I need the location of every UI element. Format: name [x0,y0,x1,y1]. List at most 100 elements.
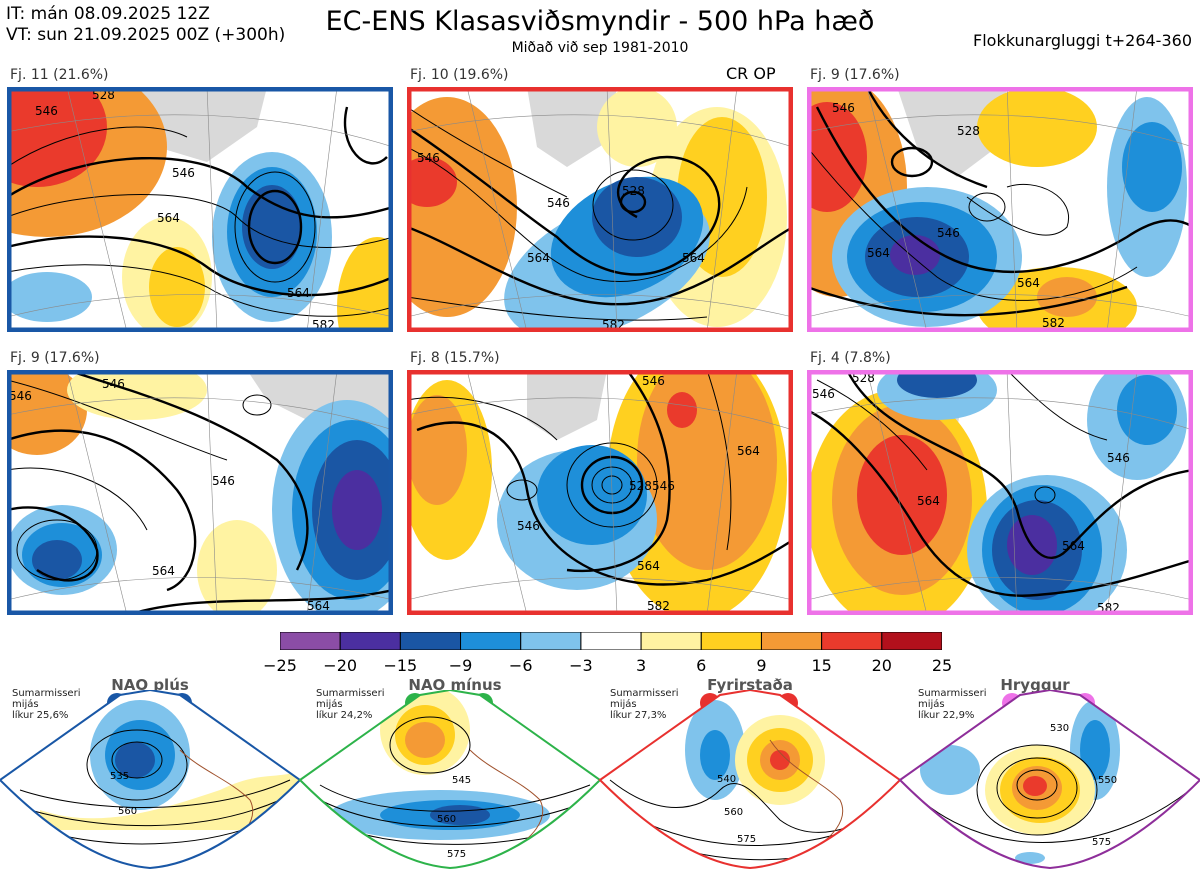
regime-frame [0,690,302,870]
contour-label: 560 [118,806,137,817]
contour-label: 546 [1107,451,1130,465]
cluster-label-5: Fj. 8 (15.7%) [410,350,500,366]
contour-label: 546 [417,151,440,165]
regime-prob-label: mijás [316,699,343,710]
contour-label: 546 [9,389,32,403]
regime-meta-4: Sumarmisseri mijás líkur 22,9% [918,688,986,721]
contour-label: 535 [110,771,129,782]
contour-label: 564 [152,564,175,578]
cluster-frame [407,87,793,332]
contour-label: 528 [957,124,980,138]
contour-label: 546 [517,519,540,533]
contour-label: 546 [937,226,960,240]
contour-label: 546 [547,196,570,210]
cluster-panel-4: 546 546 546 564 564 [7,370,393,615]
cluster-map-1: 546 528 546 564 564 582 [7,87,393,332]
colorbar-tick-label: −25 [263,656,297,675]
colorbar-tick-label: −20 [323,656,358,675]
contour-label: 582 [647,599,670,613]
initial-time: IT: mán 08.09.2025 12Z [6,4,210,24]
cluster-label-6: Fj. 4 (7.8%) [810,350,891,366]
cluster-label-1: Fj. 11 (21.6%) [10,67,109,83]
contour-label: 540 [717,774,736,785]
colorbar-swatch [399,631,462,651]
colorbar-tick-label: 25 [931,656,953,675]
contour-label: 564 [1062,539,1085,553]
colorbar-swatch [881,631,943,651]
cluster-label-2: Fj. 10 (19.6%) [410,67,509,83]
colorbar-swatch [700,631,762,651]
regime-likelihood: líkur 22,9% [918,710,975,721]
contour-label: 564 [527,251,550,265]
regime-frame [898,690,1200,870]
colorbar-tick-label: −9 [448,656,473,675]
colorbar-tick-label: −15 [383,656,418,675]
contour-label: 564 [307,599,330,613]
cluster-label-3: Fj. 9 (17.6%) [810,67,900,83]
colorbar-swatch [640,631,702,651]
cluster-frame [807,370,1193,615]
contour-label: 564 [157,211,180,225]
regime-title-1: NAO plús [111,676,189,694]
regime-likelihood: líkur 24,2% [316,710,373,721]
contour-label: 546 [642,374,665,388]
regime-season: Sumarmisseri [316,688,385,699]
colorbar-tick-label: −3 [569,656,593,675]
colorbar-tick-label: 3 [635,656,647,675]
regime-frame [598,690,902,870]
contour-label: 546 [832,101,855,115]
colorbar-tick-label: 6 [696,656,707,675]
regime-meta-1: Sumarmisseri mijás líkur 25,6% [12,688,80,721]
cr-op-label: CR OP [726,64,776,83]
contour-label: 550 [1098,775,1117,786]
regime-meta-3: Sumarmisseri mijás líkur 27,3% [610,688,678,721]
contour-label: 582 [1042,316,1065,330]
contour-label: 560 [724,807,743,818]
contour-label: 564 [737,444,760,458]
contour-label: 546 [812,387,835,401]
cluster-frame [7,370,393,615]
cluster-map-3: 546 528 546 564 564 582 [807,87,1193,332]
regime-map-nao-plus [0,690,300,868]
cluster-panel-1: 546 528 546 564 564 582 [7,87,393,332]
colorbar-swatch [580,631,642,651]
contour-label: 560 [437,814,456,825]
cluster-frame [407,370,793,615]
colorbar-tick-label: 9 [756,656,767,675]
contour-label: 575 [737,834,756,845]
chart-subtitle: Miðað við sep 1981-2010 [511,40,689,56]
colorbar [279,631,943,651]
contour-label: 564 [287,286,310,300]
colorbar-tick-label: −6 [508,656,533,675]
colorbar-swatch [339,631,401,651]
contour-label: 564 [917,494,940,508]
regime-likelihood: líkur 25,6% [12,710,69,721]
cluster-label-4: Fj. 9 (17.6%) [10,350,100,366]
regime-frame [298,690,602,870]
cluster-panel-5: 546 528 546 546 564 564 582 [407,370,793,615]
regime-prob-label: mijás [12,699,39,710]
regime-maps: 535 560 545 560 575 540 560 575 530 550 … [0,690,1200,870]
cluster-frame [7,87,393,332]
contour-label: 546 [172,166,195,180]
contour-label: 564 [1017,276,1040,290]
regime-season: Sumarmisseri [12,688,81,699]
colorbar-swatches [279,631,943,651]
cluster-panel-2: 546 528 546 564 564 582 [407,87,793,332]
header-info: IT: mán 08.09.2025 12Z VT: sun 21.09.202… [6,4,285,46]
colorbar-swatch [460,631,522,651]
regime-season: Sumarmisseri [918,688,987,699]
clustering-window: Flokkunargluggi t+264-360 [973,31,1192,50]
regime-title-3: Fyrirstaða [707,676,793,694]
cluster-panel-6: 528 546 546 564 564 582 [807,370,1193,615]
chart-title: EC-ENS Klasasviðsmyndir - 500 hPa hæð [325,6,875,37]
colorbar-swatch [821,631,883,651]
contour-label: 528 [629,479,652,493]
contour-label: 546 [652,479,675,493]
cluster-map-4: 546 546 546 564 564 [7,370,393,615]
contour-label: 546 [102,377,125,391]
contour-label: 546 [35,104,58,118]
cluster-frame [807,87,1193,332]
regime-title-2: NAO mínus [408,676,502,694]
cluster-map-5: 546 528 546 546 564 564 582 [407,370,793,615]
